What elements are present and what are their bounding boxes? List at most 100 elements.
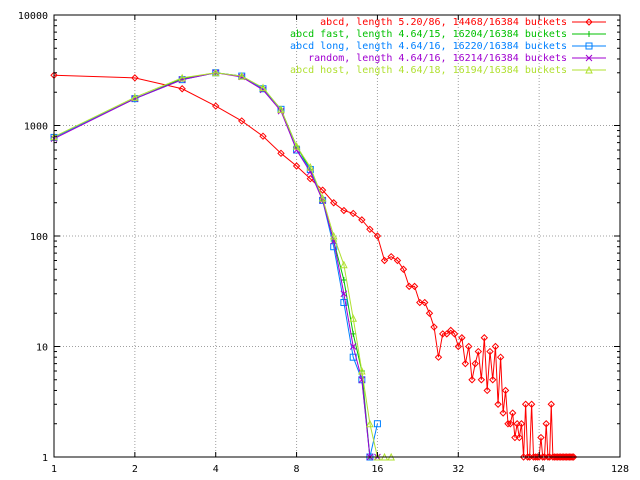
x-tick-label: 64 bbox=[533, 464, 545, 475]
data-point bbox=[410, 282, 419, 291]
data-point bbox=[568, 453, 576, 461]
series-line bbox=[53, 72, 392, 458]
data-point bbox=[405, 282, 413, 291]
data-point bbox=[494, 400, 502, 408]
legend-label: abcd long, length 4.64/16, 16220/16384 b… bbox=[290, 41, 567, 52]
y-tick-label: 100 bbox=[30, 232, 48, 243]
data-point bbox=[515, 433, 524, 442]
data-point bbox=[292, 162, 301, 170]
data-point bbox=[483, 386, 491, 395]
data-point bbox=[489, 376, 497, 384]
data-point bbox=[358, 216, 366, 224]
data-point bbox=[277, 149, 285, 158]
data-point bbox=[450, 330, 459, 338]
data-point bbox=[387, 252, 395, 261]
data-point bbox=[131, 93, 139, 101]
data-point bbox=[499, 409, 507, 417]
x-tick-label: 128 bbox=[611, 464, 629, 475]
data-point bbox=[340, 276, 347, 283]
y-tick-label: 10000 bbox=[18, 11, 48, 22]
data-point bbox=[340, 299, 348, 307]
data-point bbox=[430, 323, 438, 331]
data-point bbox=[569, 453, 578, 461]
data-point bbox=[306, 163, 315, 171]
data-point bbox=[366, 225, 374, 233]
series-5 bbox=[50, 68, 395, 461]
data-point bbox=[330, 243, 338, 251]
data-point bbox=[380, 256, 389, 265]
data-point bbox=[421, 298, 429, 307]
series-1 bbox=[50, 71, 578, 461]
y-tick-label: 1000 bbox=[24, 122, 48, 133]
data-point bbox=[259, 83, 267, 92]
data-point bbox=[318, 186, 327, 194]
data-point bbox=[340, 290, 348, 298]
data-point bbox=[211, 68, 220, 77]
data-point bbox=[454, 342, 462, 351]
data-point bbox=[517, 420, 526, 428]
legend-label: random, length 4.64/16, 16214/16384 buck… bbox=[308, 53, 567, 64]
data-point bbox=[480, 334, 489, 342]
data-point bbox=[358, 366, 366, 375]
data-point bbox=[330, 199, 338, 207]
data-point bbox=[544, 453, 552, 461]
data-point bbox=[508, 409, 517, 417]
x-tick-label: 2 bbox=[132, 464, 138, 475]
legend-label: abcd, length 5.20/86, 14468/16384 bucket… bbox=[320, 17, 567, 28]
data-point bbox=[539, 453, 547, 461]
data-point bbox=[506, 420, 515, 428]
x-tick-label: 32 bbox=[452, 464, 464, 475]
data-point bbox=[131, 74, 139, 82]
data-point bbox=[416, 298, 424, 307]
data-point bbox=[523, 453, 532, 461]
data-point bbox=[399, 265, 408, 273]
data-point bbox=[237, 71, 246, 80]
data-point bbox=[447, 326, 455, 335]
data-point bbox=[292, 142, 301, 150]
x-tick-label: 4 bbox=[213, 464, 219, 475]
data-point bbox=[238, 117, 246, 125]
data-point bbox=[542, 420, 550, 428]
data-point bbox=[212, 102, 220, 110]
data-point bbox=[477, 376, 486, 384]
legend-marker bbox=[585, 65, 593, 74]
legend: abcd, length 5.20/86, 14468/16384 bucket… bbox=[290, 17, 606, 76]
legend-marker bbox=[585, 18, 593, 26]
y-tick-label: 10 bbox=[36, 343, 48, 354]
data-point bbox=[465, 342, 473, 351]
data-point bbox=[501, 386, 510, 395]
legend-marker bbox=[585, 54, 593, 62]
legend-label: abcd host, length 4.64/18, 16194/16384 b… bbox=[290, 65, 567, 76]
data-point bbox=[318, 194, 327, 202]
data-point bbox=[527, 400, 536, 408]
data-point bbox=[425, 309, 434, 317]
data-point bbox=[486, 347, 494, 356]
data-point bbox=[434, 353, 443, 361]
data-point bbox=[458, 334, 466, 342]
data-point bbox=[545, 453, 554, 461]
data-point bbox=[521, 400, 530, 408]
data-point bbox=[491, 342, 500, 351]
data-point bbox=[373, 232, 382, 240]
axis-ticks: 1 2 4 8 16 32 64 128 1 10 100 1000 10000 bbox=[18, 11, 629, 475]
data-point bbox=[349, 343, 357, 350]
data-point bbox=[567, 453, 575, 461]
data-point bbox=[277, 105, 285, 113]
data-point bbox=[537, 433, 545, 442]
data-point bbox=[393, 256, 402, 265]
legend-label: abcd fast, length 4.64/15, 16204/16384 b… bbox=[290, 29, 567, 40]
data-point bbox=[496, 353, 505, 361]
data-point bbox=[474, 347, 483, 356]
data-point bbox=[340, 260, 348, 269]
data-point bbox=[373, 420, 381, 428]
y-tick-label: 1 bbox=[42, 453, 48, 464]
data-point bbox=[471, 359, 479, 368]
grid bbox=[54, 15, 620, 457]
data-point bbox=[178, 73, 186, 82]
legend-marker bbox=[585, 42, 593, 50]
data-point bbox=[349, 314, 358, 322]
data-point bbox=[329, 231, 338, 240]
data-point bbox=[178, 85, 186, 93]
